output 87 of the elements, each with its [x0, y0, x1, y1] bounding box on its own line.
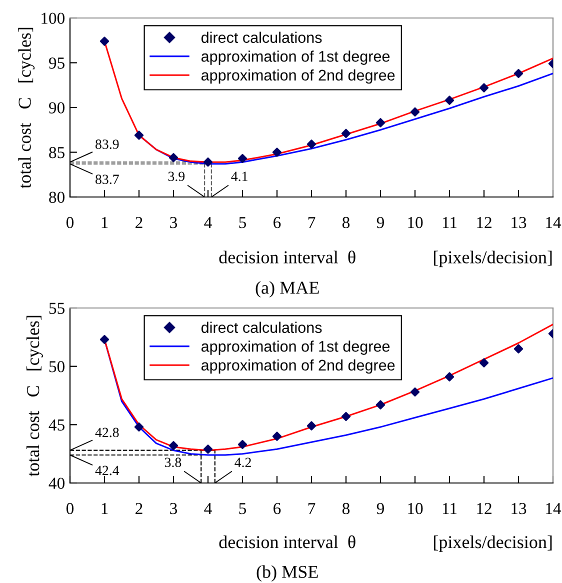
point — [444, 96, 454, 105]
ref-line-label: 4.2 — [234, 458, 251, 468]
legend-label: approximation of 1st degree — [201, 340, 390, 355]
legend-label: direct calculations — [201, 32, 322, 43]
x2-axis-title: [pixels/decision] — [434, 536, 552, 552]
y-axis-title: total cost C [cycles] — [18, 28, 35, 188]
point — [341, 412, 351, 422]
x-tick-label: 8 — [342, 216, 350, 228]
point — [479, 358, 489, 368]
x-tick-label: 2 — [136, 502, 142, 514]
ref-line-label: 83.7 — [96, 174, 119, 184]
point — [341, 128, 351, 138]
legend-label: approximation of 1st degree — [201, 50, 390, 65]
x-tick-label: 4 — [204, 217, 212, 228]
y-tick-label: 100 — [42, 12, 65, 24]
x-axis-title: decision interval θ — [219, 535, 356, 548]
x-tick-label: 5 — [239, 217, 246, 228]
x-tick-label: 3 — [170, 216, 178, 228]
legend-label: approximation of 2nd degree — [201, 359, 395, 374]
x-tick-label: 10 — [408, 502, 423, 514]
y-tick-label: 85 — [49, 146, 64, 158]
point — [514, 344, 524, 354]
x-tick-label: 12 — [477, 502, 492, 514]
x-tick-label: 1 — [102, 217, 108, 228]
y-tick-label: 95 — [49, 57, 64, 69]
x-tick-label: 0 — [66, 216, 74, 228]
point — [238, 440, 248, 450]
point — [376, 118, 386, 128]
point — [134, 130, 144, 140]
point — [100, 334, 110, 344]
x-tick-label: 4 — [204, 503, 212, 514]
y-tick-label: 90 — [49, 102, 65, 114]
x-tick-label: 13 — [512, 216, 526, 228]
y-tick-label: 40 — [48, 478, 65, 489]
y-tick-label: 50 — [49, 361, 65, 372]
x-tick-label: 6 — [274, 502, 281, 514]
y-axis-title: total cost C [cycles] — [26, 316, 43, 476]
legend-label: approximation of 2nd degree — [201, 69, 395, 84]
point — [410, 387, 420, 397]
point — [479, 83, 489, 92]
x-tick-label: 13 — [512, 502, 526, 514]
point — [306, 421, 316, 430]
ref-line-label: 4.1 — [231, 172, 248, 182]
x-tick-label: 5 — [239, 503, 246, 514]
ref-line-label: 42.8 — [95, 428, 119, 438]
x-tick-label: 9 — [376, 216, 384, 228]
text: (a) MAE — [256, 281, 319, 298]
x-tick-label: 7 — [308, 503, 316, 514]
point — [306, 140, 316, 149]
point — [168, 441, 178, 450]
x2-axis-title: [pixels/decision] — [434, 250, 552, 268]
point — [238, 154, 248, 164]
x-tick-label: 7 — [308, 217, 316, 228]
legend-label: direct calculations — [201, 322, 322, 333]
x-axis-title: decision interval θ — [219, 250, 356, 264]
point — [272, 148, 282, 157]
ref-line-label: 3.8 — [164, 458, 182, 468]
x-tick-label: 10 — [408, 216, 423, 228]
x-tick-label: 2 — [136, 216, 142, 228]
point — [100, 36, 110, 46]
x-tick-label: 1 — [102, 503, 108, 514]
point — [272, 432, 282, 441]
x-tick-label: 0 — [66, 502, 74, 514]
x-tick-label: 14 — [546, 503, 562, 514]
x-tick-label: 14 — [546, 217, 562, 228]
x-tick-label: 8 — [342, 502, 350, 514]
ref-line-label: 83.9 — [96, 140, 119, 149]
x-tick-label: 9 — [376, 502, 384, 514]
x-tick-label: 3 — [170, 502, 178, 514]
point — [444, 372, 454, 382]
point — [168, 152, 178, 162]
point — [134, 422, 144, 432]
x-tick-label: 6 — [274, 216, 281, 228]
x-tick-label: 12 — [477, 216, 492, 228]
y-tick-label: 45 — [48, 419, 64, 431]
y-tick-label: 55 — [49, 302, 64, 314]
ref-line-label: 42.4 — [95, 466, 120, 476]
text: (b) MSE — [256, 565, 318, 582]
x-tick-label: 11 — [442, 503, 457, 514]
x-tick-label: 11 — [442, 217, 457, 228]
ref-line-label: 3.9 — [168, 172, 185, 182]
point — [514, 68, 524, 78]
point — [203, 157, 213, 167]
y-tick-label: 80 — [49, 192, 65, 203]
point — [376, 400, 386, 410]
point — [203, 444, 213, 454]
point — [410, 107, 420, 117]
